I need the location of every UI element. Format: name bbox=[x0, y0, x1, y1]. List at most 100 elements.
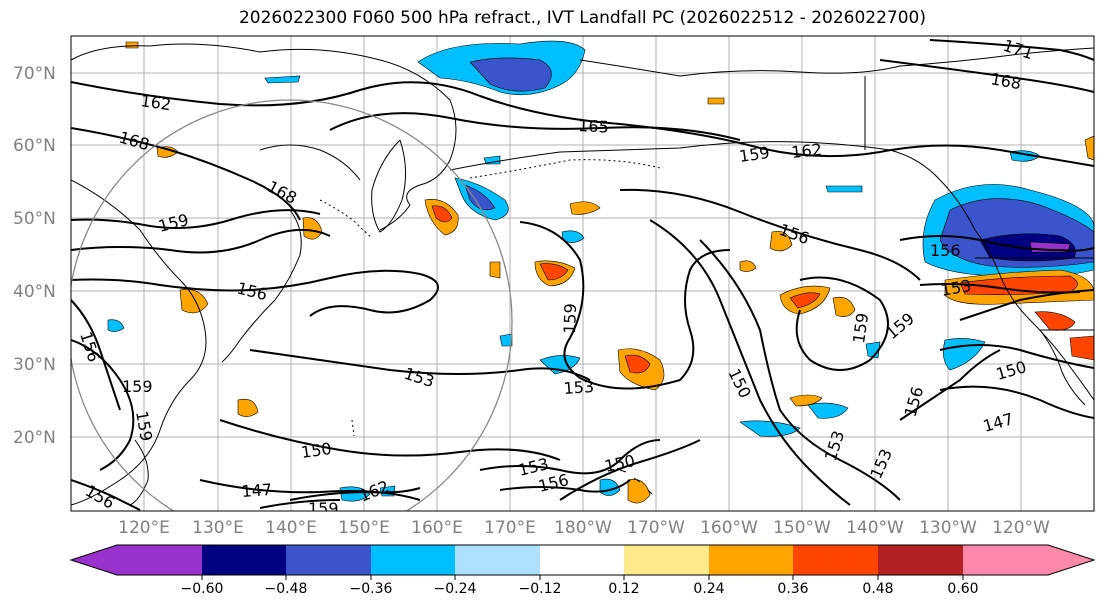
contour-147-sw bbox=[199, 479, 421, 501]
colorbar-tick: 0.24 bbox=[693, 581, 724, 597]
shade-positive-west-6 bbox=[569, 201, 601, 215]
coast-japan bbox=[221, 209, 302, 363]
contour-165 bbox=[329, 112, 741, 141]
contour-label: 156 bbox=[930, 241, 961, 260]
colorbar-outline bbox=[69, 544, 1096, 576]
lon-label: 170°E bbox=[484, 518, 536, 538]
contour-156-south bbox=[499, 479, 631, 493]
colorbar-segment bbox=[71, 545, 202, 575]
coast-philippines bbox=[129, 439, 149, 506]
contour-150-south bbox=[559, 439, 701, 501]
coast-okhotsk bbox=[259, 144, 361, 181]
colorbar-segment bbox=[963, 545, 1094, 575]
map-title: 2026022300 F060 500 hPa refract., IVT La… bbox=[238, 8, 926, 28]
lon-label: 160°W bbox=[700, 518, 758, 538]
lon-label: 140°E bbox=[265, 518, 317, 538]
lon-label: 120°W bbox=[992, 518, 1050, 538]
contour-150-far-east bbox=[939, 344, 1094, 369]
shade-positive-west-4 bbox=[237, 398, 259, 417]
colorbar-tick: −0.48 bbox=[265, 581, 308, 597]
lon-label: 140°W bbox=[846, 518, 904, 538]
shade-positive-misc-1 bbox=[739, 260, 757, 272]
colorbar-segment bbox=[793, 545, 879, 575]
contour-label: 165 bbox=[578, 116, 609, 137]
contour-159-central bbox=[519, 221, 731, 390]
contour-153-ss bbox=[71, 479, 141, 511]
coast-alaska-north bbox=[579, 47, 1094, 77]
shade-strong-negative-alaska bbox=[464, 184, 496, 211]
lon-label: 170°W bbox=[627, 518, 685, 538]
contour-label: 147 bbox=[241, 480, 273, 501]
contour-147-east bbox=[939, 385, 1094, 419]
shade-positive-baja bbox=[1069, 335, 1094, 361]
contour-156-central bbox=[619, 188, 921, 281]
shade-negative-west-3 bbox=[499, 333, 513, 347]
contour-159-west bbox=[71, 209, 321, 229]
lat-label: 50°N bbox=[13, 209, 56, 229]
shade-negative-central-3 bbox=[739, 420, 801, 437]
contour-lines bbox=[71, 39, 1094, 511]
contour-168-ne bbox=[879, 59, 1094, 93]
colorbar-segment bbox=[286, 545, 372, 575]
shade-positive-misc-3 bbox=[707, 97, 725, 105]
contour-162-north bbox=[71, 81, 1094, 167]
shade-negative-arctic-west bbox=[264, 75, 301, 84]
shade-positive-ryukyu bbox=[489, 261, 501, 279]
shade-strong-positive-central-1 bbox=[789, 292, 821, 309]
contour-156-sw bbox=[71, 299, 121, 411]
coast-east-siberia bbox=[71, 43, 457, 231]
shade-strong-positive-west-1 bbox=[431, 205, 453, 223]
shade-positive-central-2 bbox=[832, 296, 856, 317]
contour-label: 159 bbox=[560, 303, 580, 334]
contour-156-ne bbox=[899, 235, 1094, 252]
plot-frame bbox=[70, 35, 1095, 512]
contour-153-east bbox=[649, 219, 851, 506]
contour-153-mid bbox=[249, 349, 591, 381]
lat-label: 30°N bbox=[13, 355, 56, 375]
range-circle bbox=[71, 99, 513, 511]
shade-positive-misc-2 bbox=[125, 41, 139, 49]
shade-strong-positive-ne-band bbox=[959, 275, 1078, 295]
lon-label: 130°W bbox=[919, 518, 977, 538]
contour-162-mid bbox=[71, 228, 331, 254]
lat-label: 20°N bbox=[13, 428, 56, 448]
colorbar-segment bbox=[202, 545, 287, 575]
colorbar-tick: −0.12 bbox=[519, 581, 562, 597]
coast-kuril-chain bbox=[319, 199, 373, 239]
contour-159-east bbox=[795, 276, 889, 371]
shade-negative-west-1 bbox=[107, 319, 125, 332]
lon-label: 150°W bbox=[773, 518, 831, 538]
contour-156-west bbox=[71, 269, 439, 317]
shade-negative-west-2 bbox=[561, 230, 585, 243]
contour-153-ne bbox=[919, 283, 1081, 294]
contour-168-west bbox=[71, 127, 301, 221]
colorbar-segment bbox=[709, 545, 794, 575]
lon-label: 120°E bbox=[118, 518, 170, 538]
lat-label: 40°N bbox=[13, 282, 56, 302]
coast-hawaii bbox=[619, 469, 653, 495]
colorbar-segment bbox=[371, 545, 456, 575]
latitude-axis: 70°N 60°N 50°N 40°N 30°N 20°N bbox=[13, 64, 56, 448]
colorbar-segment bbox=[455, 545, 541, 575]
contour-162-sw bbox=[289, 487, 421, 501]
longitude-axis: 120°E 130°E 140°E 150°E 160°E 170°E 180°… bbox=[118, 518, 1050, 538]
shade-negative-central-4 bbox=[807, 402, 849, 419]
contour-label: 159 bbox=[849, 312, 872, 345]
contour-159-s bbox=[259, 499, 341, 509]
coast-baja bbox=[1039, 329, 1086, 406]
contour-153-south bbox=[479, 439, 661, 475]
contour-159-sw bbox=[71, 339, 135, 471]
contour-label: 150 bbox=[300, 439, 333, 462]
contour-label: 162 bbox=[139, 91, 172, 114]
colorbar-segment bbox=[878, 545, 964, 575]
colorbar-tick: 0.36 bbox=[777, 581, 808, 597]
coast-alaska-south bbox=[449, 141, 976, 231]
contour-171 bbox=[929, 39, 1094, 61]
contour-150-mid bbox=[219, 419, 561, 461]
contour-150-east bbox=[699, 239, 901, 501]
contour-label: 159 bbox=[738, 143, 771, 166]
lon-label: 150°E bbox=[338, 518, 390, 538]
shade-positive-gulf-edge bbox=[1084, 135, 1094, 161]
shade-strong-positive-central-4 bbox=[624, 354, 651, 374]
